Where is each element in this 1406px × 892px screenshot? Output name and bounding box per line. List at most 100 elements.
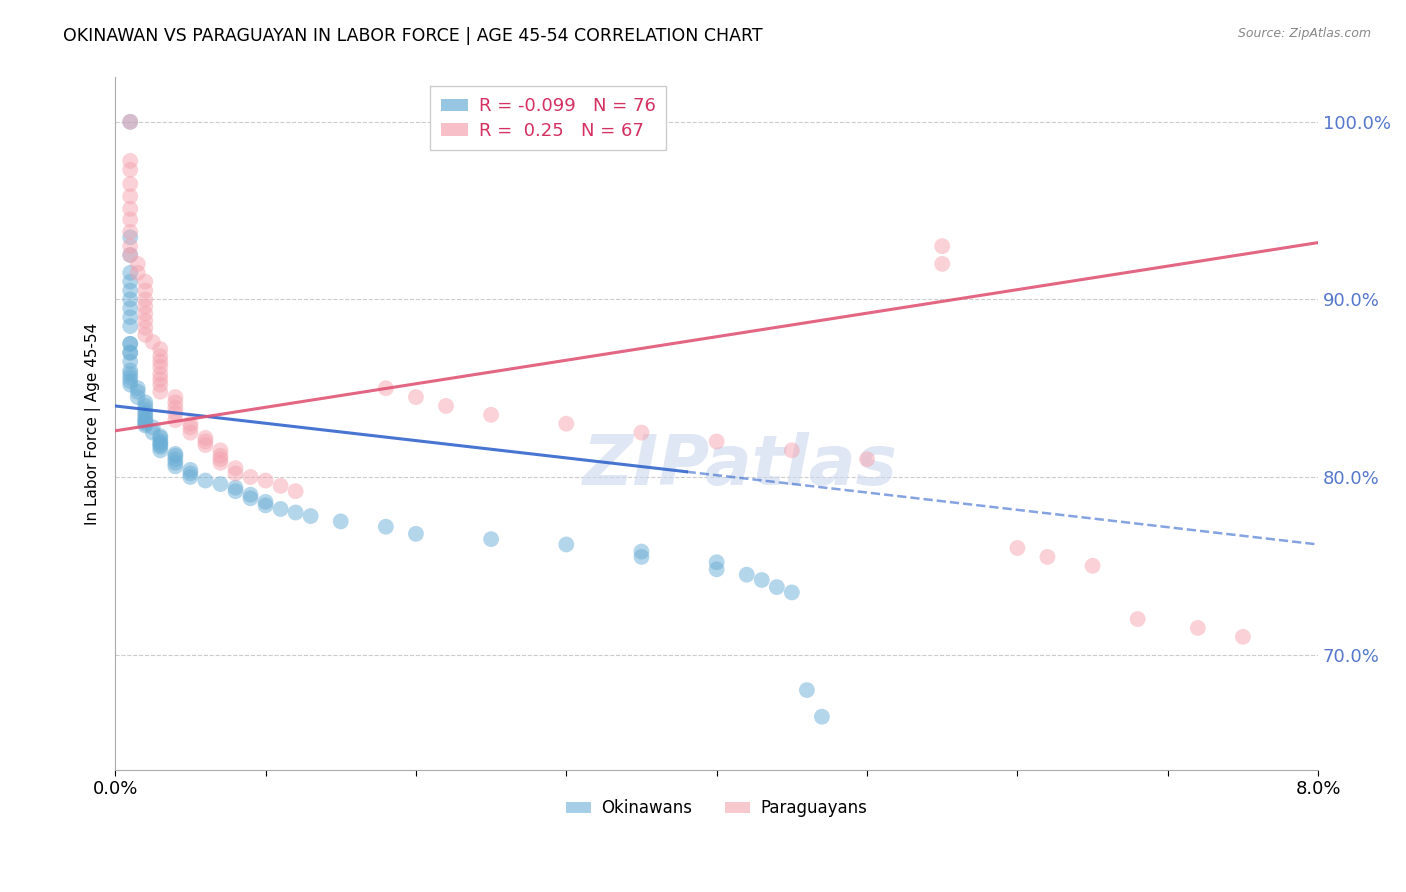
Point — [120, 301, 142, 316]
Legend: Okinawans, Paraguayans: Okinawans, Paraguayans — [560, 793, 875, 824]
Point — [856, 452, 879, 467]
Point — [254, 495, 277, 509]
Point — [239, 491, 262, 506]
Point — [780, 585, 803, 599]
Point — [149, 434, 172, 449]
Point — [194, 474, 217, 488]
Point — [194, 431, 217, 445]
Point — [134, 314, 156, 328]
Point — [149, 342, 172, 356]
Point — [706, 562, 728, 576]
Point — [134, 275, 156, 289]
Point — [811, 710, 834, 724]
Point — [165, 449, 187, 463]
Point — [127, 390, 149, 404]
Point — [179, 467, 201, 481]
Point — [254, 474, 277, 488]
Point — [120, 354, 142, 368]
Point — [149, 354, 172, 368]
Text: ZIPatlas: ZIPatlas — [583, 432, 898, 499]
Point — [120, 230, 142, 244]
Point — [735, 567, 758, 582]
Point — [142, 425, 165, 440]
Point — [120, 239, 142, 253]
Point — [134, 321, 156, 335]
Point — [270, 479, 292, 493]
Point — [165, 459, 187, 474]
Point — [120, 336, 142, 351]
Point — [149, 443, 172, 458]
Point — [127, 266, 149, 280]
Point — [142, 420, 165, 434]
Point — [1187, 621, 1209, 635]
Point — [120, 345, 142, 359]
Point — [630, 549, 652, 564]
Point — [479, 532, 502, 546]
Point — [765, 580, 787, 594]
Point — [120, 248, 142, 262]
Point — [405, 526, 427, 541]
Point — [179, 420, 201, 434]
Point — [224, 461, 246, 475]
Point — [796, 683, 818, 698]
Point — [555, 417, 578, 431]
Point — [134, 307, 156, 321]
Point — [149, 436, 172, 450]
Point — [120, 202, 142, 216]
Point — [120, 374, 142, 388]
Point — [224, 481, 246, 495]
Point — [127, 384, 149, 399]
Point — [630, 425, 652, 440]
Point — [194, 438, 217, 452]
Y-axis label: In Labor Force | Age 45-54: In Labor Force | Age 45-54 — [86, 323, 101, 524]
Point — [120, 293, 142, 307]
Point — [299, 509, 322, 524]
Point — [134, 417, 156, 431]
Point — [134, 300, 156, 314]
Point — [706, 555, 728, 569]
Point — [179, 470, 201, 484]
Point — [127, 381, 149, 395]
Point — [149, 349, 172, 363]
Point — [239, 488, 262, 502]
Text: Source: ZipAtlas.com: Source: ZipAtlas.com — [1237, 27, 1371, 40]
Point — [127, 257, 149, 271]
Point — [149, 372, 172, 386]
Point — [149, 367, 172, 381]
Point — [149, 384, 172, 399]
Point — [120, 367, 142, 381]
Point — [149, 429, 172, 443]
Point — [254, 499, 277, 513]
Point — [134, 402, 156, 417]
Point — [165, 413, 187, 427]
Point — [239, 470, 262, 484]
Point — [630, 544, 652, 558]
Point — [165, 406, 187, 420]
Point — [1007, 541, 1029, 555]
Point — [179, 463, 201, 477]
Point — [706, 434, 728, 449]
Point — [120, 248, 142, 262]
Point — [165, 452, 187, 467]
Point — [931, 239, 953, 253]
Point — [120, 177, 142, 191]
Point — [134, 408, 156, 422]
Point — [134, 406, 156, 420]
Point — [224, 484, 246, 499]
Point — [209, 449, 232, 463]
Point — [165, 401, 187, 415]
Point — [209, 452, 232, 467]
Point — [479, 408, 502, 422]
Point — [209, 477, 232, 491]
Point — [134, 293, 156, 307]
Point — [209, 443, 232, 458]
Point — [120, 212, 142, 227]
Point — [284, 484, 307, 499]
Point — [329, 515, 352, 529]
Point — [120, 345, 142, 359]
Point — [120, 266, 142, 280]
Point — [284, 506, 307, 520]
Point — [179, 425, 201, 440]
Point — [780, 443, 803, 458]
Point — [142, 334, 165, 349]
